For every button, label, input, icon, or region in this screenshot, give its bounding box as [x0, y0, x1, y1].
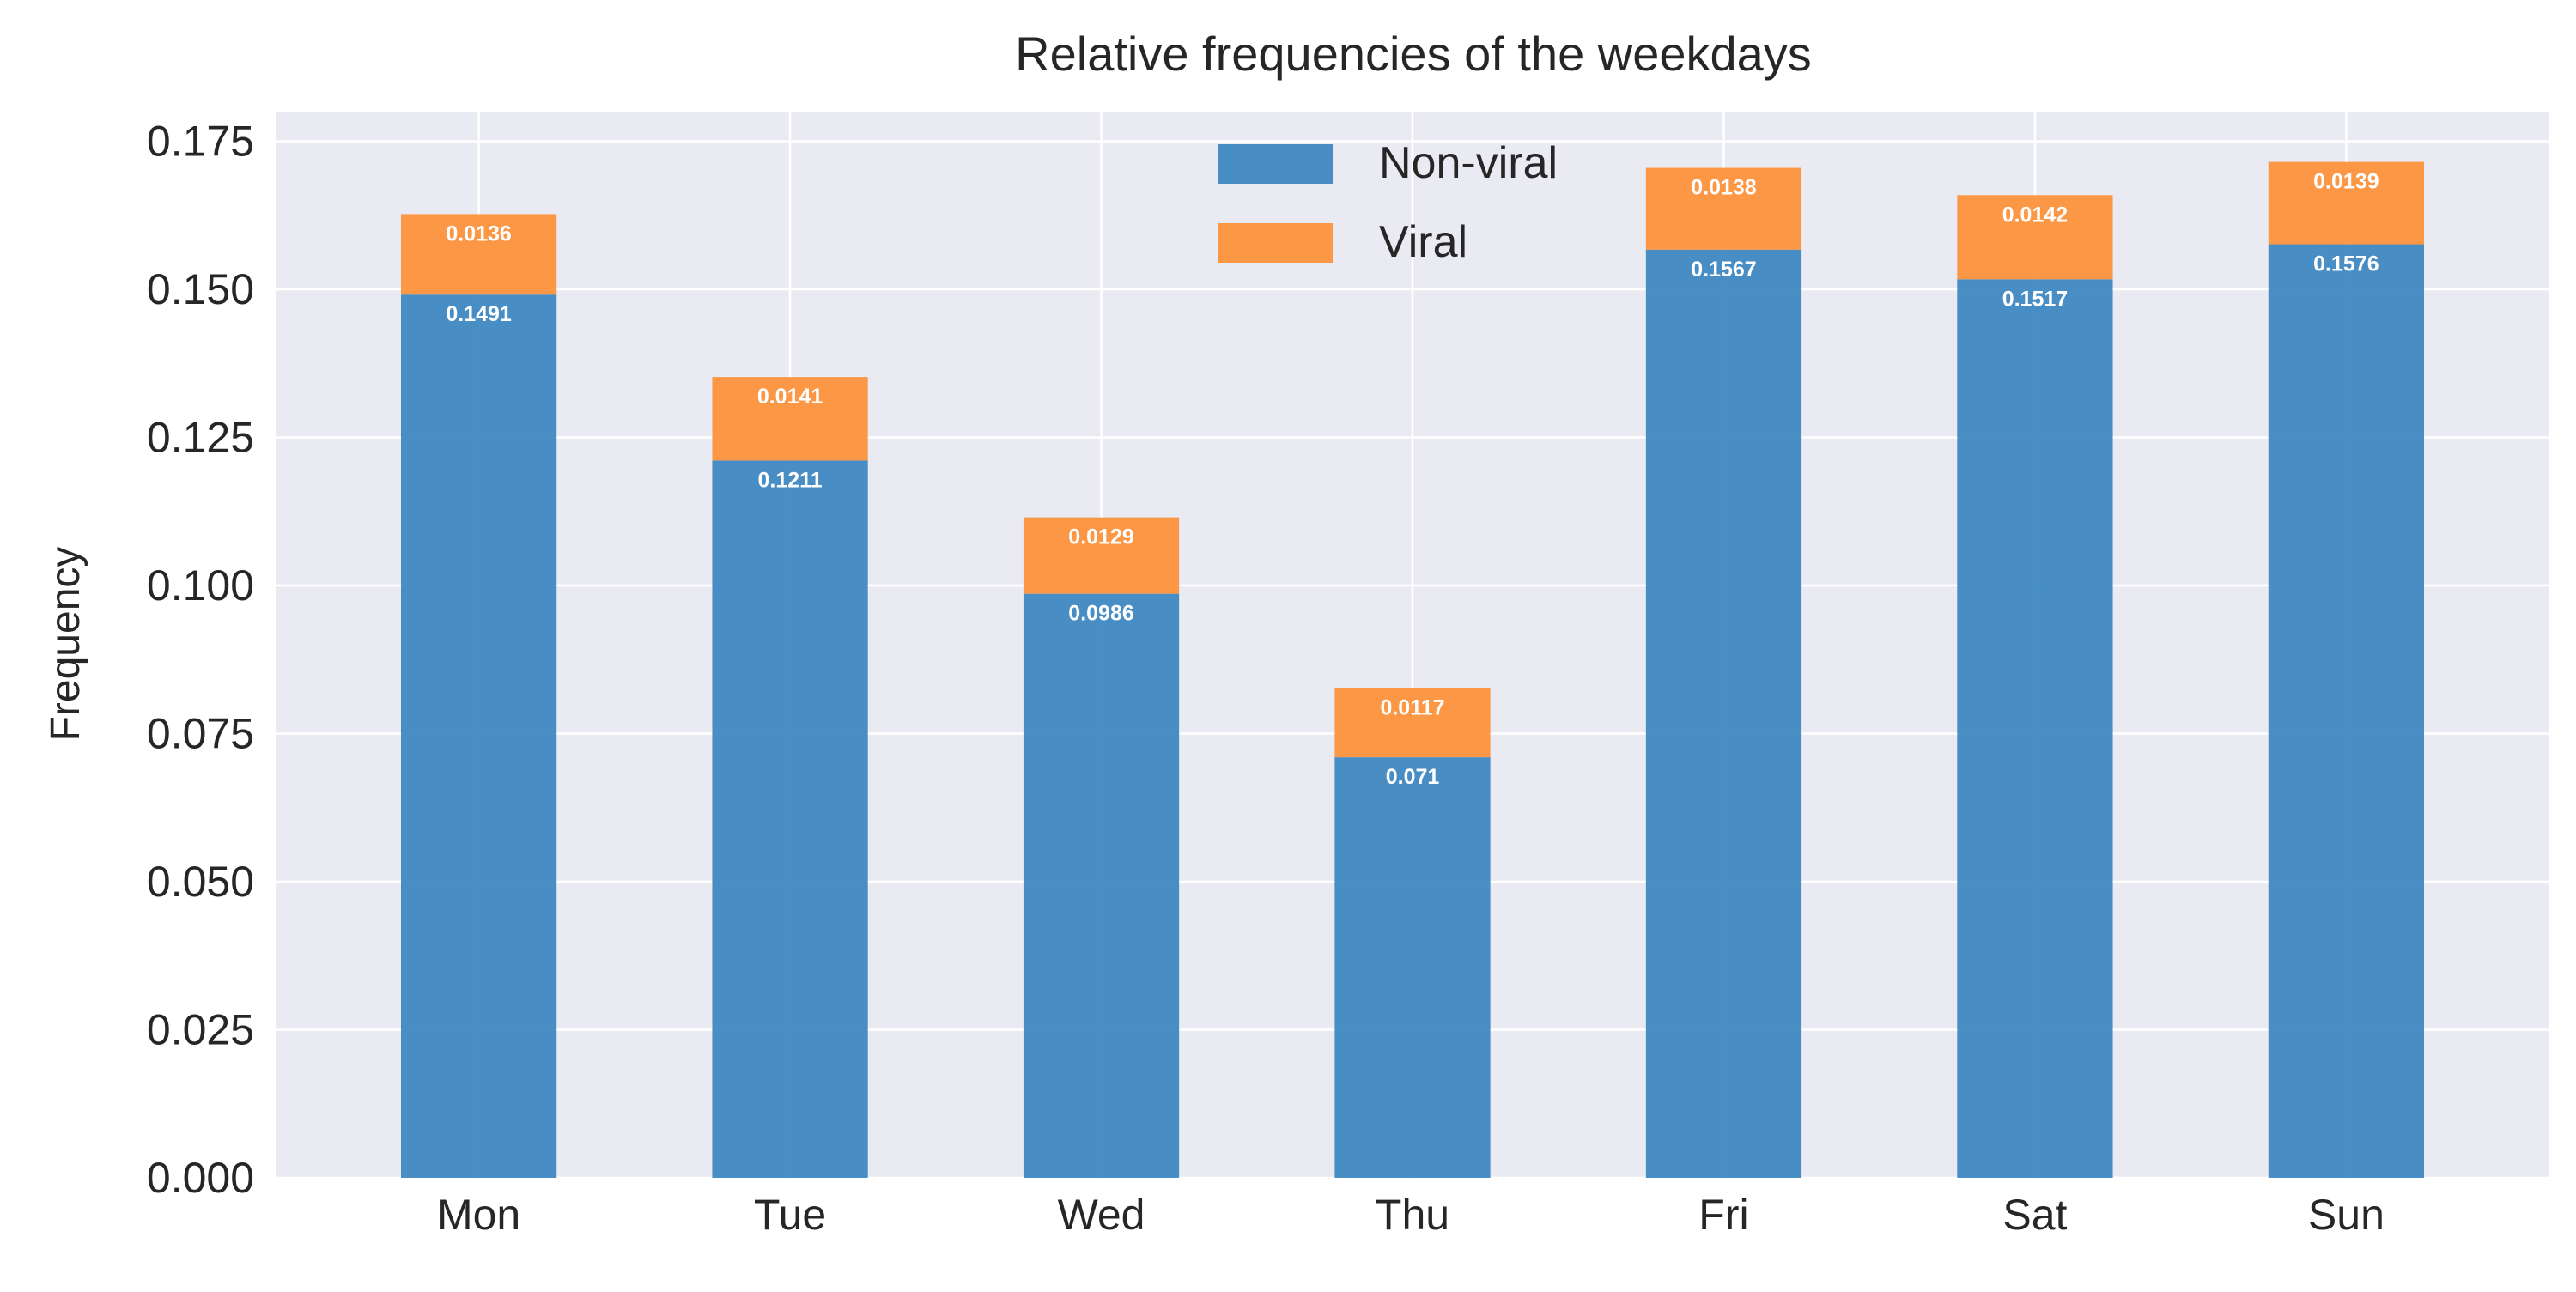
bar-value-label: 0.0139: [2313, 170, 2379, 194]
bars: [400, 161, 2425, 1179]
x-tick-label: Fri: [1698, 1191, 1748, 1239]
legend: Non-viral Viral: [1218, 138, 1558, 267]
bar-value-label: 0.0986: [1068, 602, 1133, 626]
bar-value-label: 0.0136: [446, 221, 511, 246]
bar-value-label: 0.0129: [1068, 525, 1133, 549]
x-tick-label: Tue: [754, 1191, 826, 1239]
bar-viral-fri: [1645, 167, 1802, 250]
y-tick-label: 0.025: [147, 1006, 254, 1054]
y-tick-label: 0.050: [147, 858, 254, 906]
bar-viral-tue: [712, 377, 868, 461]
x-tick-labels: Mon Tue Wed Thu Fri Sat Sun: [437, 1191, 2385, 1239]
y-tick-label: 0.075: [147, 710, 254, 758]
bar-non-viral-mon: [400, 294, 557, 1179]
y-tick-labels: 0.000 0.025 0.050 0.075 0.100 0.125 0.150 0.175: [147, 118, 254, 1203]
bar-non-viral-tue: [712, 460, 868, 1178]
bar-value-label: 0.0117: [1380, 695, 1444, 719]
bar-viral-sat: [1957, 195, 2113, 280]
bar-value-label: 0.071: [1386, 765, 1440, 789]
bar-value-label: 0.0142: [2002, 203, 2068, 227]
bar-viral-thu: [1334, 688, 1491, 758]
y-tick-label: 0.125: [147, 414, 254, 462]
bar-viral-wed: [1023, 517, 1180, 594]
bar-value-label: 0.1491: [446, 302, 512, 326]
bar-viral-mon: [400, 214, 557, 295]
bar-value-label: 0.0141: [757, 385, 823, 409]
y-tick-label: 0.175: [147, 118, 254, 166]
bar-value-label: 0.1576: [2313, 252, 2379, 276]
bar-non-viral-thu: [1334, 757, 1491, 1178]
bar-value-labels: 0.1491 0.1211 0.0986 0.071 0.1567 0.1517 0.157…: [446, 170, 2379, 789]
bar-value-label: 0.1517: [2002, 287, 2068, 311]
bar-non-viral-sun: [2268, 244, 2425, 1178]
x-tick-label: Wed: [1058, 1191, 1145, 1239]
bar-non-viral-sat: [1957, 279, 2113, 1178]
x-tick-label: Sat: [2002, 1191, 2067, 1239]
x-tick-label: Mon: [437, 1191, 520, 1239]
x-tick-label: Sun: [2308, 1191, 2385, 1239]
x-tick-label: Thu: [1376, 1191, 1449, 1239]
bar-value-label: 0.1211: [758, 468, 823, 492]
legend-swatch: [1218, 223, 1333, 263]
bar-value-label: 0.0138: [1691, 176, 1757, 200]
legend-label: Viral: [1379, 217, 1467, 267]
chart-title: Relative frequencies of the weekdays: [1015, 27, 1812, 81]
bar-non-viral-fri: [1645, 249, 1802, 1178]
legend-swatch: [1218, 144, 1333, 184]
y-tick-label: 0.150: [147, 265, 254, 313]
y-tick-label: 0.100: [147, 561, 254, 610]
legend-label: Non-viral: [1379, 138, 1558, 188]
bar-value-label: 0.1567: [1691, 258, 1756, 282]
bar-non-viral-wed: [1023, 593, 1180, 1178]
bar-viral-sun: [2268, 161, 2425, 245]
y-tick-label: 0.000: [147, 1154, 254, 1202]
y-axis-label: Frequency: [43, 547, 88, 742]
